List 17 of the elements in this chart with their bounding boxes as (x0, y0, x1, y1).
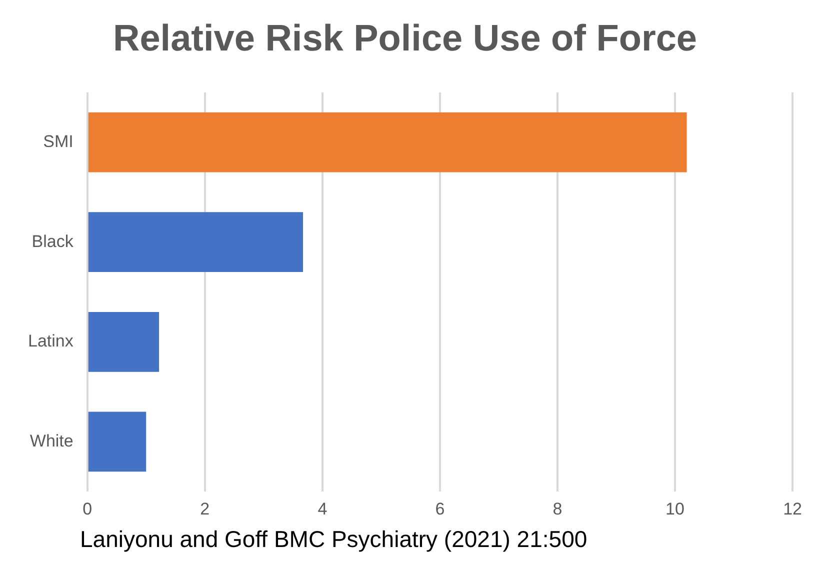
y-tick-label: Latinx (28, 332, 74, 351)
x-tick-label: 8 (552, 499, 562, 518)
x-tick-label: 2 (200, 499, 210, 518)
chart-title: Relative Risk Police Use of Force (112, 17, 698, 58)
x-tick-label: 0 (82, 499, 92, 518)
x-tick-label: 6 (435, 499, 445, 518)
y-tick-label: SMI (43, 132, 74, 151)
bar (88, 312, 160, 372)
x-tick-label: 4 (318, 499, 328, 518)
y-tick-label: White (30, 431, 74, 450)
text: Laniyonu and Goff BMC Psychiatry (2021) 21:500 (80, 526, 588, 553)
bar (88, 112, 687, 172)
bar (88, 412, 146, 472)
x-tick-label: 12 (783, 499, 802, 518)
x-tick-label: 10 (666, 499, 684, 518)
y-tick-label: Black (32, 232, 74, 251)
bar (88, 212, 304, 272)
